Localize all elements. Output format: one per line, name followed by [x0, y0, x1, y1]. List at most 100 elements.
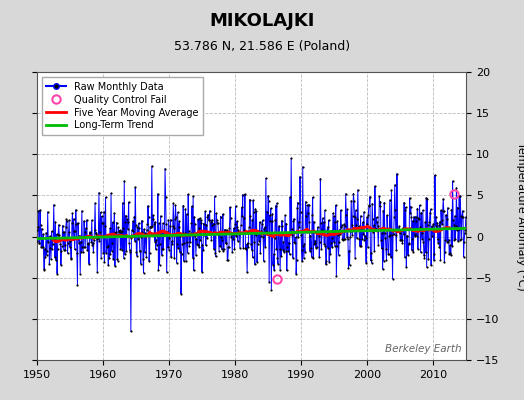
Point	[263, 229, 271, 235]
Point	[300, 255, 308, 261]
Point	[410, 231, 419, 237]
Point	[238, 192, 247, 198]
Point	[431, 172, 439, 178]
Point	[118, 200, 127, 206]
Point	[337, 222, 346, 228]
Point	[208, 217, 216, 223]
Point	[437, 207, 445, 214]
Point	[276, 246, 284, 253]
Point	[295, 224, 303, 230]
Point	[412, 218, 420, 225]
Point	[302, 229, 311, 236]
Point	[378, 230, 386, 236]
Point	[100, 208, 108, 215]
Point	[362, 260, 370, 266]
Point	[346, 228, 355, 234]
Point	[63, 218, 71, 224]
Point	[257, 233, 265, 239]
Point	[426, 210, 434, 216]
Point	[400, 254, 409, 261]
Point	[322, 261, 330, 268]
Point	[291, 240, 299, 246]
Point	[154, 266, 162, 273]
Point	[455, 237, 464, 243]
Point	[347, 222, 356, 228]
Point	[133, 252, 141, 259]
Point	[72, 207, 80, 213]
Point	[333, 218, 342, 224]
Point	[275, 231, 283, 237]
Point	[367, 260, 376, 266]
Point	[186, 239, 194, 245]
Point	[94, 233, 103, 239]
Point	[241, 245, 249, 252]
Point	[70, 228, 78, 234]
Point	[351, 254, 359, 261]
Point	[284, 248, 292, 254]
Point	[453, 204, 462, 211]
Point	[168, 238, 176, 245]
Point	[411, 233, 419, 240]
Point	[242, 246, 250, 252]
Point	[309, 194, 317, 201]
Point	[297, 232, 305, 238]
Point	[50, 202, 58, 208]
Point	[136, 247, 144, 254]
Point	[89, 240, 97, 247]
Point	[296, 173, 304, 180]
Point	[424, 256, 432, 262]
Point	[143, 221, 151, 228]
Point	[122, 248, 130, 254]
Point	[341, 223, 350, 229]
Point	[119, 255, 128, 261]
Point	[283, 244, 291, 250]
Point	[422, 264, 431, 270]
Point	[396, 229, 404, 236]
Point	[250, 239, 258, 245]
Point	[163, 244, 172, 251]
Point	[210, 246, 219, 252]
Point	[338, 236, 346, 242]
Point	[208, 222, 216, 228]
Point	[229, 236, 237, 242]
Point	[81, 244, 90, 250]
Point	[398, 236, 406, 243]
Point	[227, 231, 236, 238]
Point	[374, 223, 382, 230]
Point	[405, 240, 413, 247]
Point	[380, 200, 388, 206]
Point	[232, 233, 241, 239]
Point	[282, 220, 290, 227]
Point	[200, 220, 208, 227]
Point	[122, 212, 130, 219]
Point	[268, 211, 277, 217]
Point	[177, 250, 185, 257]
Point	[440, 207, 448, 214]
Point	[451, 236, 460, 242]
Point	[104, 262, 113, 268]
Point	[48, 246, 56, 252]
Point	[41, 254, 50, 260]
Point	[418, 236, 427, 242]
Point	[139, 270, 148, 276]
Point	[375, 193, 384, 200]
Point	[151, 219, 159, 225]
Point	[59, 228, 67, 235]
Point	[325, 230, 334, 236]
Point	[189, 255, 197, 261]
Point	[452, 184, 461, 191]
Point	[252, 208, 260, 214]
Point	[316, 220, 325, 226]
Point	[384, 250, 392, 257]
Point	[89, 248, 97, 255]
Point	[46, 245, 54, 251]
Point	[387, 187, 396, 193]
Point	[111, 263, 119, 269]
Point	[217, 234, 225, 240]
Point	[361, 237, 369, 243]
Point	[386, 197, 394, 203]
Point	[441, 249, 449, 255]
Point	[87, 238, 95, 245]
Point	[110, 230, 118, 236]
Point	[353, 216, 362, 223]
